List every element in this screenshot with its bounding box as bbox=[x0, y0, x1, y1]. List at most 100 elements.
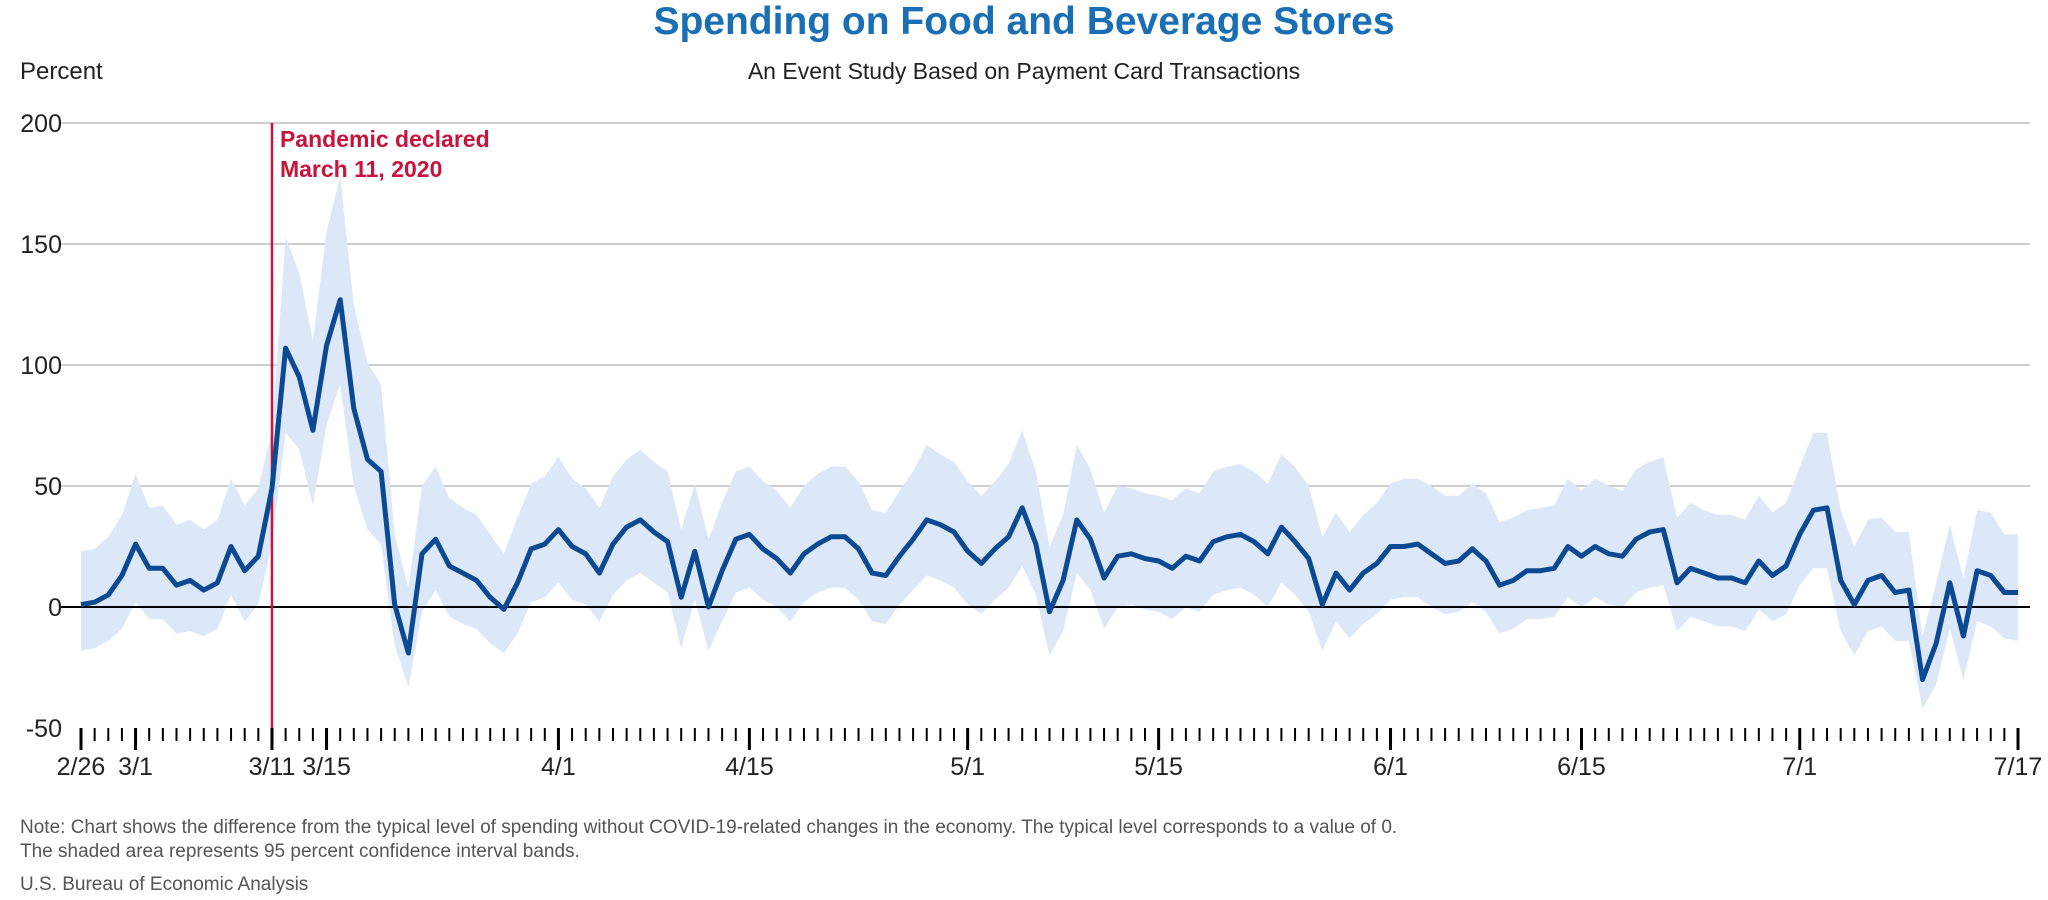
y-axis-label: Percent bbox=[20, 58, 103, 85]
y-tick-label: -50 bbox=[26, 715, 62, 743]
data-point bbox=[1429, 551, 1434, 556]
data-point bbox=[788, 571, 793, 576]
data-point bbox=[1033, 542, 1038, 547]
x-tick-label: 4/1 bbox=[541, 753, 576, 781]
data-point bbox=[679, 595, 684, 600]
data-point bbox=[570, 544, 575, 549]
data-point bbox=[692, 549, 697, 554]
data-point bbox=[242, 568, 247, 573]
data-point bbox=[406, 651, 411, 656]
data-point bbox=[897, 554, 902, 559]
data-point bbox=[733, 537, 738, 542]
data-point bbox=[1156, 559, 1161, 564]
data-point bbox=[392, 602, 397, 607]
data-point bbox=[351, 406, 356, 411]
data-point bbox=[1347, 588, 1352, 593]
data-point bbox=[1688, 566, 1693, 571]
data-point bbox=[1715, 576, 1720, 581]
x-tick-label: 6/1 bbox=[1373, 753, 1408, 781]
data-point bbox=[1634, 537, 1639, 542]
data-point bbox=[1293, 539, 1298, 544]
data-point bbox=[1579, 554, 1584, 559]
data-point bbox=[1852, 602, 1857, 607]
data-point bbox=[992, 546, 997, 551]
data-point bbox=[1074, 517, 1079, 522]
data-point bbox=[515, 580, 520, 585]
x-tick-label: 2/26 bbox=[57, 753, 106, 781]
data-point bbox=[720, 568, 725, 573]
data-point bbox=[1306, 556, 1311, 561]
data-point bbox=[1484, 559, 1489, 564]
data-point bbox=[1374, 561, 1379, 566]
data-point bbox=[2016, 590, 2021, 595]
data-point bbox=[433, 537, 438, 542]
x-axis: 2/26 3/1 3/11 3/15 4/1 4/15 5/1 5/15 6/1 6/15 7/1 7… bbox=[57, 728, 2042, 781]
data-point bbox=[870, 571, 875, 576]
data-point bbox=[160, 566, 165, 571]
data-point bbox=[256, 554, 261, 559]
data-point bbox=[447, 563, 452, 568]
data-point bbox=[611, 542, 616, 547]
data-point bbox=[1647, 530, 1652, 535]
data-point bbox=[379, 469, 384, 474]
data-point bbox=[106, 592, 111, 597]
data-point bbox=[1702, 571, 1707, 576]
data-point bbox=[911, 537, 916, 542]
data-point bbox=[188, 578, 193, 583]
data-point bbox=[761, 546, 766, 551]
data-point bbox=[856, 546, 861, 551]
data-point bbox=[1947, 580, 1952, 585]
data-point bbox=[1361, 571, 1366, 576]
data-point bbox=[1825, 505, 1830, 510]
data-point bbox=[2002, 590, 2007, 595]
data-point bbox=[1252, 539, 1257, 544]
data-point bbox=[1729, 576, 1734, 581]
data-point bbox=[583, 551, 588, 556]
x-tick-label: 5/1 bbox=[950, 753, 985, 781]
series-line bbox=[80, 297, 2018, 683]
data-point bbox=[1402, 544, 1407, 549]
data-point bbox=[1552, 566, 1557, 571]
data-point bbox=[965, 549, 970, 554]
data-point bbox=[1143, 556, 1148, 561]
data-point bbox=[1183, 554, 1188, 559]
y-tick-label: 100 bbox=[20, 352, 62, 380]
x-tick-label: 5/15 bbox=[1134, 753, 1183, 781]
data-point bbox=[842, 534, 847, 539]
data-point bbox=[1006, 534, 1011, 539]
annotation-line-2: March 11, 2020 bbox=[280, 156, 442, 182]
data-point bbox=[488, 595, 493, 600]
data-point bbox=[1620, 554, 1625, 559]
data-point bbox=[283, 346, 288, 351]
data-point bbox=[1906, 588, 1911, 593]
y-tick-labels: -50 0 50 100 150 200 bbox=[20, 110, 62, 743]
data-point bbox=[883, 573, 888, 578]
data-point bbox=[1565, 544, 1570, 549]
data-point bbox=[556, 527, 561, 532]
note-line-1: Note: Chart shows the difference from th… bbox=[20, 817, 1398, 838]
data-point bbox=[1934, 641, 1939, 646]
chart-note: Note: Chart shows the difference from th… bbox=[20, 816, 1397, 864]
note-line-2: The shaded area represents 95 percent co… bbox=[20, 841, 580, 862]
data-point bbox=[133, 542, 138, 547]
x-tick-label: 4/15 bbox=[725, 753, 774, 781]
data-point bbox=[324, 343, 329, 348]
data-point bbox=[774, 556, 779, 561]
data-point bbox=[924, 517, 929, 522]
data-point bbox=[706, 605, 711, 610]
line-chart: Pandemic declared March 11, 2020 -50 0 50 1… bbox=[20, 110, 2042, 781]
data-point bbox=[1920, 677, 1925, 682]
data-point bbox=[651, 530, 656, 535]
data-point bbox=[597, 571, 602, 576]
data-point bbox=[1334, 571, 1339, 576]
data-point bbox=[92, 600, 97, 605]
data-point bbox=[938, 522, 943, 527]
data-point bbox=[474, 578, 479, 583]
chart-subtitle: An Event Study Based on Payment Card Tra… bbox=[747, 58, 1301, 84]
data-point bbox=[624, 525, 629, 530]
data-point bbox=[1470, 546, 1475, 551]
y-tick-label: 150 bbox=[20, 231, 62, 259]
data-point bbox=[420, 551, 425, 556]
data-point bbox=[1279, 525, 1284, 530]
data-point bbox=[1224, 534, 1229, 539]
